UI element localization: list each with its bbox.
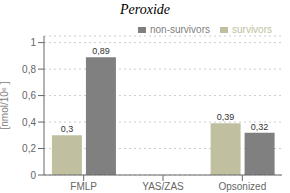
svg-text:0,3: 0,3 bbox=[61, 124, 74, 134]
svg-text:0,32: 0,32 bbox=[251, 122, 269, 132]
svg-text:0,2: 0,2 bbox=[22, 143, 36, 154]
svg-text:0: 0 bbox=[30, 170, 36, 181]
svg-text:1: 1 bbox=[30, 37, 36, 48]
svg-text:0,89: 0,89 bbox=[92, 46, 110, 56]
html-text:Peroxide: Peroxide bbox=[120, 2, 170, 17]
svg-text:0,39: 0,39 bbox=[217, 112, 235, 122]
svg-text:[nmol/10⁶ ]: [nmol/10⁶ ] bbox=[8, 81, 10, 129]
svg-text:0,4: 0,4 bbox=[22, 117, 36, 128]
svg-text:FMLP: FMLP bbox=[70, 181, 97, 192]
html-text:survivors: survivors bbox=[232, 24, 272, 35]
html-text:non-survivors: non-survivors bbox=[150, 24, 210, 35]
svg-text:0,8: 0,8 bbox=[22, 64, 36, 75]
svg-text:YAS/ZAS: YAS/ZAS bbox=[142, 181, 184, 192]
svg-text:0,6: 0,6 bbox=[22, 90, 36, 101]
svg-text:Opsonized: Opsonized bbox=[218, 181, 266, 192]
